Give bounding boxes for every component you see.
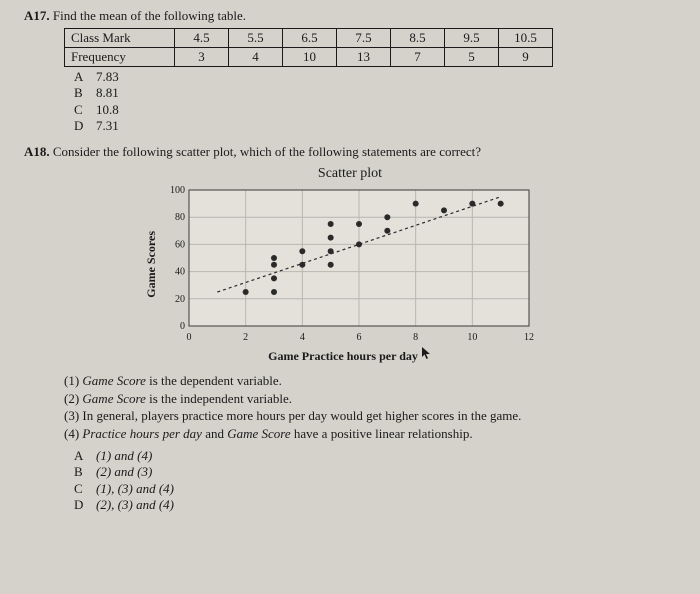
question-17: A17. Find the mean of the following tabl… [24, 8, 676, 134]
q17-table: Class Mark 4.5 5.5 6.5 7.5 8.5 9.5 10.5 … [64, 28, 676, 67]
svg-text:10: 10 [467, 332, 477, 343]
q17-prompt: Find the mean of the following table. [53, 8, 246, 23]
question-18: A18. Consider the following scatter plot… [24, 144, 676, 513]
y-axis-label: Game Scores [140, 231, 159, 298]
svg-text:6: 6 [357, 332, 362, 343]
cell: 5.5 [229, 29, 283, 48]
svg-text:4: 4 [300, 332, 305, 343]
cell: 7 [391, 48, 445, 67]
stmt-text: Practice hours per day and Game Score ha… [82, 426, 472, 441]
svg-text:100: 100 [170, 185, 185, 196]
q17-choices: A7.83 B8.81 C10.8 D7.31 [74, 69, 676, 134]
stmt-text: Game Score is the dependent variable. [82, 373, 282, 388]
cell: 8.5 [391, 29, 445, 48]
statement: (1) Game Score is the dependent variable… [64, 372, 676, 390]
stmt-text: In general, players practice more hours … [82, 408, 521, 423]
q18-number: A18. [24, 144, 50, 159]
row-label: Frequency [65, 48, 175, 67]
choice: A7.83 [74, 69, 676, 85]
svg-text:40: 40 [175, 267, 185, 278]
svg-text:60: 60 [175, 239, 185, 250]
choice: B(2) and (3) [74, 464, 676, 480]
cursor-icon [421, 346, 432, 360]
choice: B8.81 [74, 85, 676, 101]
table-row: Class Mark 4.5 5.5 6.5 7.5 8.5 9.5 10.5 [65, 29, 553, 48]
choice: A(1) and (4) [74, 448, 676, 464]
svg-text:8: 8 [413, 332, 418, 343]
x-axis-label: Game Practice hours per day [140, 346, 560, 364]
cell: 13 [337, 48, 391, 67]
cell: 9 [499, 48, 553, 67]
svg-text:12: 12 [524, 332, 534, 343]
cell: 3 [175, 48, 229, 67]
q18-statements: (1) Game Score is the dependent variable… [64, 372, 676, 442]
stmt-text: Game Score is the independent variable. [82, 391, 292, 406]
choice: D7.31 [74, 118, 676, 134]
svg-text:2: 2 [243, 332, 248, 343]
table-row: Frequency 3 4 10 13 7 5 9 [65, 48, 553, 67]
cell: 9.5 [445, 29, 499, 48]
statement: (2) Game Score is the independent variab… [64, 390, 676, 408]
scatter-svg: 0 2 4 6 8 10 12 0 20 40 60 80 100 [159, 184, 539, 344]
q18-choices: A(1) and (4) B(2) and (3) C(1), (3) and … [74, 448, 676, 513]
choice: D(2), (3) and (4) [74, 497, 676, 513]
cell: 6.5 [283, 29, 337, 48]
svg-text:0: 0 [187, 332, 192, 343]
chart-title: Scatter plot [140, 166, 560, 182]
cell: 10 [283, 48, 337, 67]
row-label: Class Mark [65, 29, 175, 48]
cell: 4 [229, 48, 283, 67]
choice: C(1), (3) and (4) [74, 481, 676, 497]
statement: (3) In general, players practice more ho… [64, 407, 676, 425]
cell: 4.5 [175, 29, 229, 48]
svg-text:80: 80 [175, 212, 185, 223]
svg-text:20: 20 [175, 294, 185, 305]
cell: 5 [445, 48, 499, 67]
choice: C10.8 [74, 102, 676, 118]
q18-prompt: Consider the following scatter plot, whi… [53, 144, 481, 159]
cell: 10.5 [499, 29, 553, 48]
svg-text:0: 0 [180, 321, 185, 332]
scatter-plot: Scatter plot Game Scores 0 2 4 6 8 10 12 0 20 40 6… [140, 166, 560, 364]
cell: 7.5 [337, 29, 391, 48]
q17-number: A17. [24, 8, 50, 23]
statement: (4) Practice hours per day and Game Scor… [64, 425, 676, 443]
